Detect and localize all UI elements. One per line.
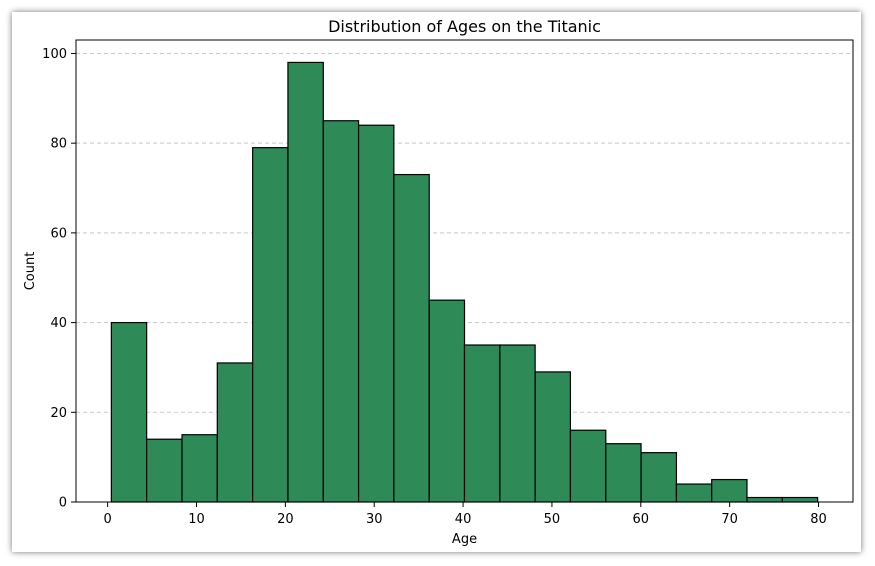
- x-tick-label-80: 80: [810, 512, 827, 527]
- x-axis-label: Age: [452, 532, 477, 547]
- x-tick-label-70: 70: [721, 512, 738, 527]
- bar-17: [711, 478, 748, 503]
- bar-2: [181, 434, 218, 503]
- chart-title: Distribution of Ages on the Titanic: [328, 17, 601, 36]
- x-tick-label-0: 0: [103, 512, 111, 527]
- y-tick-label-20: 20: [50, 406, 67, 421]
- bar-12: [534, 371, 572, 503]
- bar-3: [216, 362, 254, 503]
- bar-16: [675, 483, 713, 503]
- y-axis-ticks: 0 20 40 60 80 100: [42, 47, 76, 511]
- x-tick-label-60: 60: [633, 512, 650, 527]
- y-tick-label-40: 40: [50, 316, 67, 331]
- x-tick-label-30: 30: [366, 512, 383, 527]
- bar-5: [287, 61, 324, 503]
- y-tick-label-100: 100: [42, 47, 67, 62]
- bar-10: [463, 344, 501, 503]
- y-tick-label-0: 0: [59, 496, 67, 511]
- bar-0: [110, 321, 148, 503]
- y-tick-label-60: 60: [50, 226, 67, 241]
- bar-15: [640, 452, 678, 503]
- bar-4: [252, 147, 289, 503]
- x-tick-label-20: 20: [277, 512, 294, 527]
- bar-9: [428, 299, 466, 503]
- bar-18: [746, 496, 783, 503]
- bar-6: [322, 120, 360, 503]
- bar-13: [569, 429, 607, 503]
- bar-19: [781, 496, 819, 503]
- bar-8: [393, 173, 430, 503]
- bar-1: [146, 438, 183, 503]
- bars: [110, 61, 819, 503]
- bar-7: [357, 124, 395, 503]
- bar-14: [605, 443, 642, 503]
- x-tick-label-40: 40: [455, 512, 472, 527]
- x-tick-label-50: 50: [544, 512, 561, 527]
- x-axis-ticks: 0 10 20 30 40 50 60 70 80: [103, 502, 827, 527]
- bar-11: [499, 344, 536, 503]
- y-tick-label-80: 80: [50, 137, 67, 152]
- y-axis-label: Count: [23, 252, 38, 291]
- plot-area-border: [75, 39, 854, 503]
- x-tick-label-10: 10: [188, 512, 205, 527]
